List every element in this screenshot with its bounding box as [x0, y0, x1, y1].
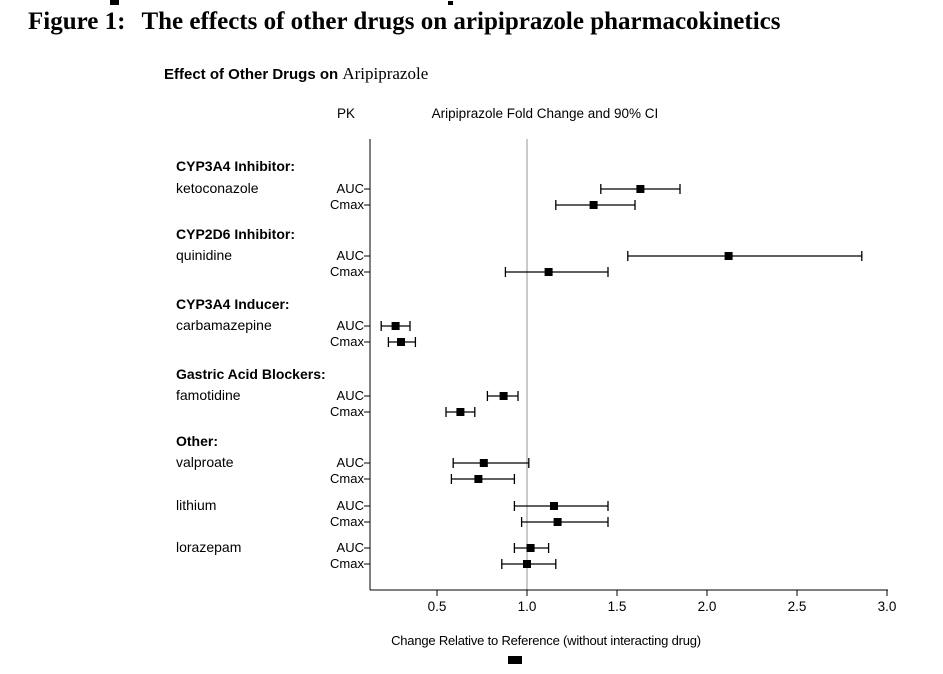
- svg-text:Gastric Acid Blockers:: Gastric Acid Blockers:: [176, 366, 326, 382]
- chart-title-drug: Aripiprazole: [342, 64, 429, 83]
- x-axis-label: Change Relative to Reference (without in…: [391, 633, 701, 648]
- scan-artifact-top-left: [110, 0, 119, 5]
- ci-column-header: Aripiprazole Fold Change and 90% CI: [431, 106, 659, 121]
- figure-number: Figure 1:: [28, 8, 126, 35]
- svg-text:2.5: 2.5: [788, 599, 807, 614]
- svg-text:AUC: AUC: [337, 318, 364, 333]
- figure-title-text: The effects of other drugs on aripiprazo…: [141, 8, 781, 35]
- svg-text:AUC: AUC: [337, 540, 364, 555]
- svg-text:2.0: 2.0: [698, 599, 717, 614]
- chart-title: Effect of Other Drugs on Aripiprazole: [164, 64, 428, 84]
- svg-text:AUC: AUC: [337, 388, 364, 403]
- svg-text:AUC: AUC: [337, 181, 364, 196]
- svg-text:3.0: 3.0: [878, 599, 897, 614]
- svg-text:Other:: Other:: [176, 433, 218, 449]
- svg-text:CYP3A4 Inhibitor:: CYP3A4 Inhibitor:: [176, 158, 295, 174]
- svg-text:Cmax: Cmax: [330, 471, 364, 486]
- scan-artifact-top-center: [448, 1, 453, 5]
- svg-text:valproate: valproate: [176, 454, 234, 470]
- svg-text:AUC: AUC: [337, 455, 364, 470]
- svg-text:AUC: AUC: [337, 248, 364, 263]
- svg-text:famotidine: famotidine: [176, 387, 241, 403]
- svg-text:0.5: 0.5: [428, 599, 447, 614]
- figure-caption: Figure 1: The effects of other drugs on a…: [28, 8, 781, 36]
- svg-text:lithium: lithium: [176, 497, 216, 513]
- svg-text:1.0: 1.0: [518, 599, 537, 614]
- svg-text:carbamazepine: carbamazepine: [176, 317, 272, 333]
- svg-text:Cmax: Cmax: [330, 197, 364, 212]
- svg-text:ketoconazole: ketoconazole: [176, 180, 259, 196]
- chart-title-main: Effect of Other Drugs on: [164, 66, 339, 83]
- svg-text:CYP2D6 Inhibitor:: CYP2D6 Inhibitor:: [176, 226, 295, 242]
- svg-text:Cmax: Cmax: [330, 556, 364, 571]
- svg-text:Cmax: Cmax: [330, 404, 364, 419]
- svg-text:Cmax: Cmax: [330, 264, 364, 279]
- svg-text:Cmax: Cmax: [330, 334, 364, 349]
- svg-text:CYP3A4 Inducer:: CYP3A4 Inducer:: [176, 296, 290, 312]
- svg-text:1.5: 1.5: [608, 599, 627, 614]
- svg-text:quinidine: quinidine: [176, 247, 232, 263]
- svg-text:AUC: AUC: [337, 498, 364, 513]
- pk-column-header: PK: [336, 106, 356, 121]
- svg-text:lorazepam: lorazepam: [176, 539, 241, 555]
- svg-text:Cmax: Cmax: [330, 514, 364, 529]
- scan-artifact-bottom: [508, 656, 522, 664]
